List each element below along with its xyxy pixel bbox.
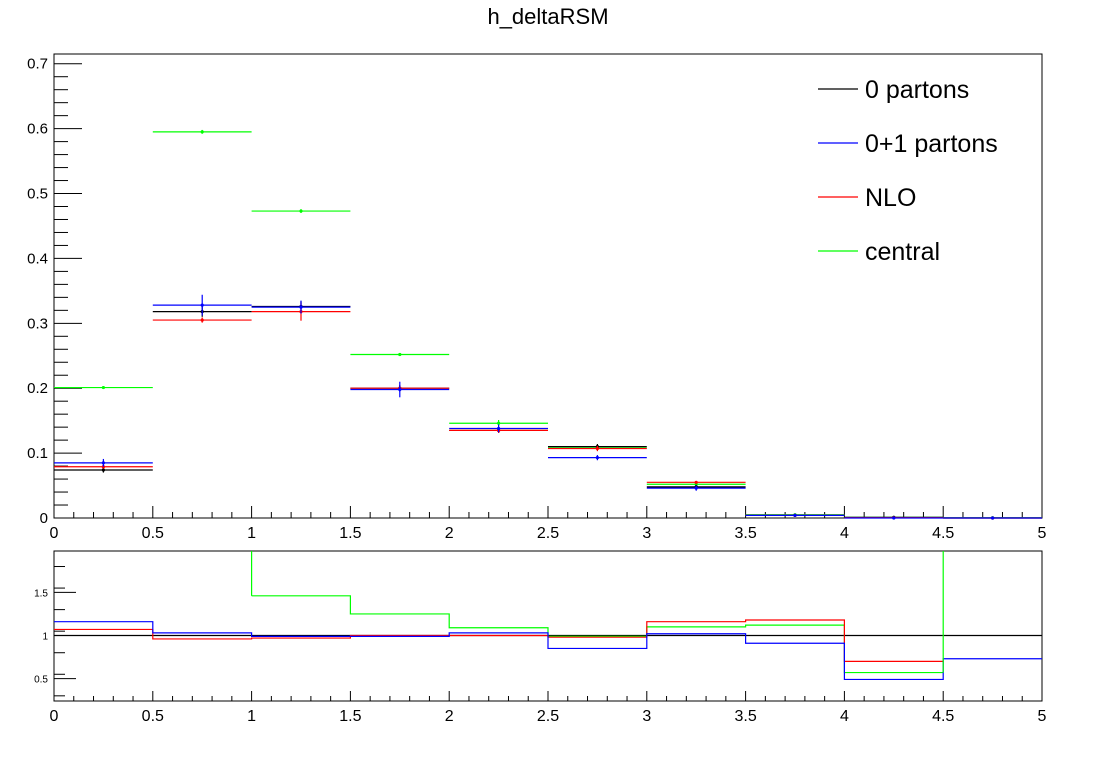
x-tick-label: 5	[1038, 525, 1047, 542]
data-point	[200, 130, 204, 134]
ratio-x-tick-label: 5	[1038, 708, 1047, 725]
ratio-x-tick-label: 3	[642, 708, 651, 725]
main-plot-panel: 0 0.1 0.2 0.3 0.4 0.5 0.6 0.7 0 0.5 1 1.5 2 2.5 3 3.5 4 4…	[27, 53, 1047, 542]
series-0-partons	[54, 301, 1042, 520]
legend-label: 0 partons	[865, 76, 969, 104]
y-tick-label: 0.5	[27, 186, 48, 203]
x-tick-label: 4	[840, 525, 849, 542]
ratio-y-tick-label: 1.5	[34, 588, 48, 599]
data-point	[101, 461, 105, 465]
ratio-x-tick-label: 1.5	[339, 708, 361, 725]
y-tick-label: 0	[40, 510, 48, 527]
data-point	[991, 516, 995, 520]
data-point	[595, 456, 600, 460]
x-tick-label: 3.5	[734, 525, 756, 542]
ratio-series-0-1-partons	[54, 621, 1042, 681]
y-tick-label: 0.4	[27, 250, 48, 267]
data-point	[101, 385, 105, 390]
y-tick-label: 0.6	[27, 121, 48, 138]
data-point	[398, 352, 402, 357]
x-tick-label: 1	[247, 525, 256, 542]
data-point	[101, 468, 105, 472]
x-tick-label: 2	[445, 525, 454, 542]
y-tick-label: 0.7	[27, 56, 48, 73]
y-tick-label: 0.3	[27, 315, 48, 332]
legend-label: 0+1 partons	[865, 130, 998, 158]
data-point	[497, 421, 501, 425]
ratio-x-tick-label: 2.5	[537, 708, 559, 725]
series-nlo	[54, 302, 1042, 520]
data-point	[200, 303, 204, 307]
data-point	[398, 387, 402, 392]
x-tick-label: 1.5	[339, 525, 361, 542]
data-point	[200, 318, 204, 322]
ratio-x-tick-label: 1	[247, 708, 256, 725]
x-tick-label: 0.5	[142, 525, 164, 542]
legend: 0 partons 0+1 partons NLO central	[818, 76, 998, 266]
data-point	[497, 426, 501, 431]
ratio-plot-panel: 0.5 1 1.5 0 0.5 1 1.5 2 2.5 3 3.5 4 4.5 5	[34, 550, 1047, 725]
y-tick-label: 0.1	[27, 445, 48, 462]
ratio-x-tick-label: 3.5	[734, 708, 756, 725]
ratio-x-tick-label: 4	[840, 708, 849, 725]
ratio-series-central	[251, 595, 944, 674]
ratio-frame	[53, 550, 1043, 702]
legend-label: central	[865, 238, 940, 266]
data-point	[299, 209, 303, 213]
ratio-x-tick-label: 2	[445, 708, 454, 725]
ratio-x-tick-label: 0	[50, 708, 59, 725]
ratio-y-tick-label: 1	[42, 631, 48, 642]
chart-title: h_deltaRSM	[487, 4, 609, 29]
ratio-x-tick-label: 0.5	[142, 708, 164, 725]
data-point	[793, 513, 797, 518]
legend-label: NLO	[865, 184, 916, 212]
data-point	[694, 486, 698, 490]
ratio-y-tick-label: 0.5	[34, 675, 48, 686]
data-point	[595, 446, 600, 451]
data-point	[694, 480, 698, 484]
data-point	[892, 516, 896, 520]
x-tick-label: 4.5	[932, 525, 954, 542]
x-tick-label: 0	[50, 525, 59, 542]
data-point	[299, 305, 303, 309]
ratio-x-tick-label: 4.5	[932, 708, 954, 725]
ratio-series-nlo	[54, 619, 944, 662]
y-tick-label: 0.2	[27, 380, 48, 397]
x-tick-label: 2.5	[537, 525, 559, 542]
x-tick-label: 3	[642, 525, 651, 542]
series-0-1-partons	[54, 294, 1042, 520]
